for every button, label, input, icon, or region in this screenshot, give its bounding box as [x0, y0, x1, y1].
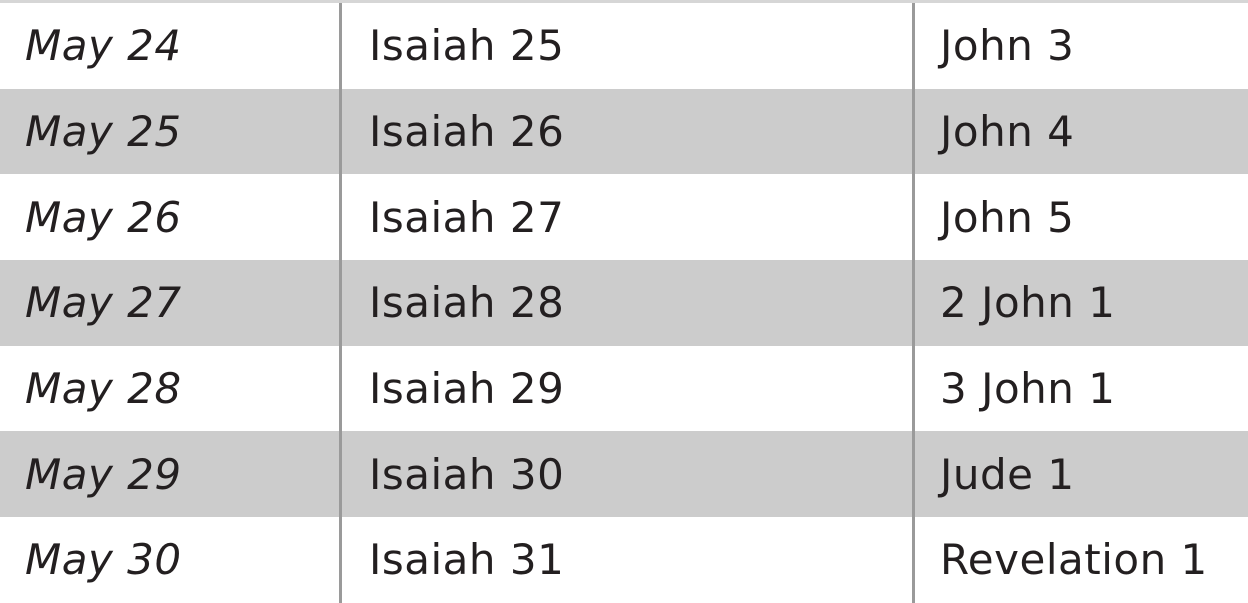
new-testament-cell: Jude 1 — [912, 431, 1248, 518]
old-testament-cell: Isaiah 28 — [339, 260, 912, 346]
table-row: May 27 Isaiah 28 2 John 1 — [0, 260, 1248, 346]
new-testament-cell: John 3 — [912, 3, 1248, 89]
table-row: May 24 Isaiah 25 John 3 — [0, 3, 1248, 89]
date-cell: May 24 — [25, 21, 182, 71]
old-testament-cell: Isaiah 25 — [339, 3, 912, 89]
table-row: May 25 Isaiah 26 John 4 — [0, 88, 1248, 175]
date-cell: May 26 — [25, 192, 182, 242]
old-testament-cell: Isaiah 31 — [339, 517, 912, 603]
table-row: May 29 Isaiah 30 Jude 1 — [0, 431, 1248, 518]
new-testament-cell: Revelation 1 — [912, 517, 1248, 603]
table-row: May 30 Isaiah 31 Revelation 1 — [0, 517, 1248, 603]
old-testament-cell: Isaiah 29 — [339, 345, 912, 432]
date-cell: May 28 — [25, 364, 182, 414]
new-testament-cell: John 4 — [912, 88, 1248, 175]
new-testament-cell: 3 John 1 — [912, 345, 1248, 432]
date-cell: May 25 — [25, 107, 182, 157]
table-row: May 26 Isaiah 27 John 5 — [0, 174, 1248, 261]
date-cell: May 30 — [25, 535, 182, 585]
table-row: May 28 Isaiah 29 3 John 1 — [0, 345, 1248, 432]
date-cell: May 27 — [25, 278, 182, 328]
old-testament-cell: Isaiah 26 — [339, 88, 912, 175]
old-testament-cell: Isaiah 27 — [339, 174, 912, 261]
new-testament-cell: 2 John 1 — [912, 260, 1248, 346]
new-testament-cell: John 5 — [912, 174, 1248, 261]
old-testament-cell: Isaiah 30 — [339, 431, 912, 518]
date-cell: May 29 — [25, 449, 182, 499]
